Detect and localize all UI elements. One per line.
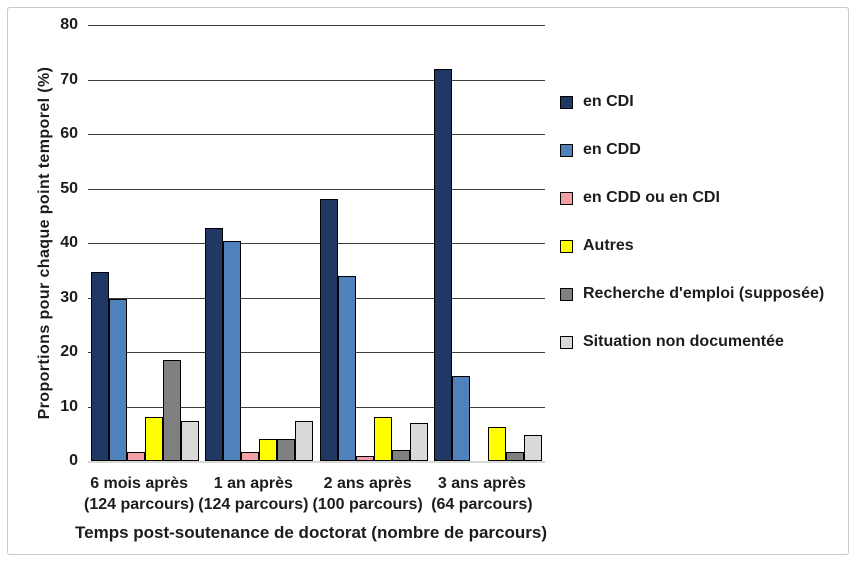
bar — [259, 439, 278, 461]
bar — [181, 421, 200, 461]
bar — [355, 455, 374, 461]
legend-label: en CDD — [583, 141, 641, 158]
legend-item: Situation non documentée — [560, 330, 784, 354]
x-tick-label-line1: 2 ans après — [323, 475, 412, 492]
bar — [433, 69, 452, 461]
y-tick-label: 10 — [60, 397, 78, 415]
legend-swatch-icon — [560, 95, 573, 109]
bar — [337, 275, 356, 461]
bar — [91, 271, 110, 461]
x-tick-label-line2: (124 parcours) — [83, 496, 195, 513]
x-axis-title: Temps post-soutenance de doctorat (nombr… — [75, 523, 547, 542]
y-tick-label: 0 — [69, 452, 78, 469]
legend-item: en CDD ou en CDI — [560, 186, 720, 210]
gridline — [88, 297, 545, 299]
bar — [241, 452, 260, 461]
gridline — [88, 25, 545, 26]
x-tick-label-line1: 6 mois après — [90, 475, 189, 492]
y-tick-label: 30 — [60, 288, 78, 306]
y-tick-label: 80 — [60, 16, 78, 33]
y-tick-label: 70 — [60, 70, 78, 88]
gridline — [88, 188, 545, 190]
bar — [487, 426, 506, 461]
legend-label: en CDI — [583, 93, 634, 110]
legend-swatch-icon — [560, 239, 573, 253]
legend-label: Recherche d'emploi (supposée) — [583, 285, 825, 302]
legend-swatch-icon — [560, 287, 573, 301]
bar — [109, 298, 128, 461]
legend-item: Recherche d'emploi (supposée) — [560, 282, 824, 306]
x-tick-label-line1: 3 ans après — [437, 475, 526, 492]
bar — [451, 375, 470, 461]
legend-swatch-icon — [560, 143, 573, 157]
bar — [505, 452, 524, 461]
x-axis-line — [88, 461, 545, 463]
x-tick-label-line1: 1 an après — [213, 475, 293, 492]
bar — [391, 450, 410, 461]
x-tick-label-line2: (124 parcours) — [198, 496, 309, 513]
bar — [373, 417, 392, 461]
y-tick-label: 20 — [60, 343, 78, 360]
gridline — [88, 352, 545, 353]
bar — [205, 228, 224, 461]
bar — [163, 360, 182, 461]
y-tick-label: 40 — [60, 234, 78, 251]
bar — [295, 421, 314, 461]
legend-label: Autres — [583, 237, 634, 254]
x-tick-label: 6 mois après (124 parcours) — [64, 473, 214, 515]
legend-label: Situation non documentée — [583, 333, 784, 350]
bar — [145, 416, 164, 461]
figure-border — [7, 7, 849, 555]
bar — [127, 452, 146, 461]
legend-label: en CDD ou en CDI — [583, 189, 720, 206]
bar — [319, 199, 338, 461]
plot-area — [88, 25, 545, 463]
bar — [223, 241, 242, 461]
legend-item: en CDI — [560, 90, 634, 114]
y-tick-label: 50 — [60, 179, 78, 197]
legend-item: en CDD — [560, 138, 641, 162]
bar — [277, 439, 296, 461]
legend-swatch-icon — [560, 191, 573, 205]
y-tick-label: 60 — [60, 125, 78, 142]
bar — [409, 422, 428, 461]
gridline — [88, 243, 545, 244]
x-tick-label: 2 ans après (100 parcours) — [293, 473, 443, 515]
x-tick-label: 3 ans après (64 parcours) — [407, 473, 557, 515]
x-tick-label-line2: (100 parcours) — [312, 496, 423, 513]
gridline — [88, 79, 545, 81]
x-tick-label-line2: (64 parcours) — [431, 496, 533, 513]
legend-item: Autres — [560, 234, 634, 258]
x-tick-label: 1 an après (124 parcours) — [178, 473, 328, 515]
gridline — [88, 134, 545, 135]
legend-swatch-icon — [560, 335, 573, 349]
bar — [523, 435, 542, 461]
gridline — [88, 406, 545, 408]
